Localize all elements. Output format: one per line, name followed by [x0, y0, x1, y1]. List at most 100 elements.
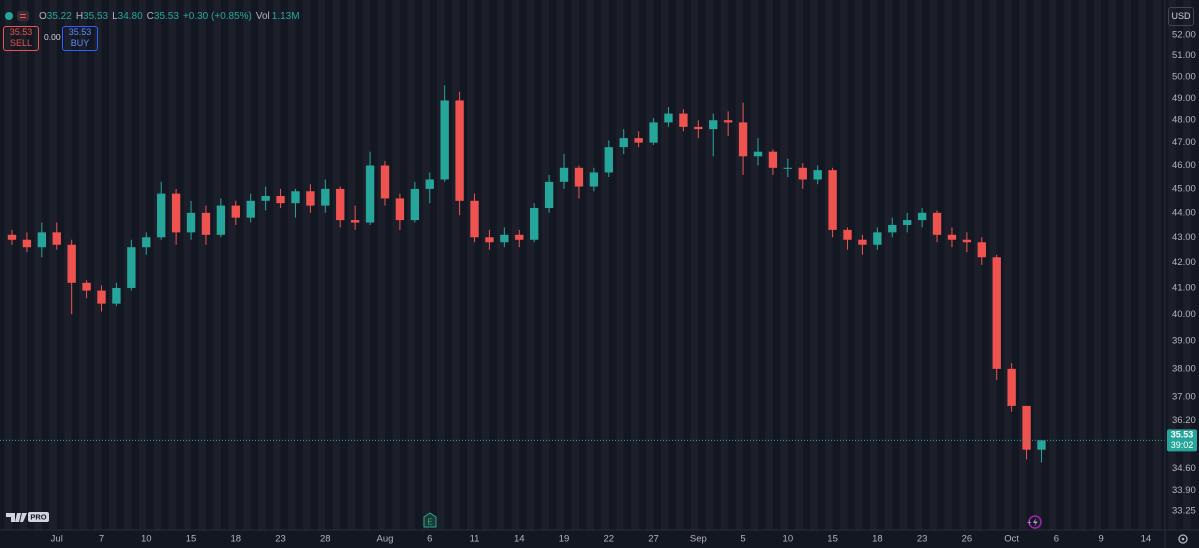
- candle-body: [321, 188, 330, 206]
- x-tick-label: Sep: [690, 534, 707, 545]
- stripe: [94, 0, 102, 530]
- x-tick-label: 19: [559, 534, 570, 545]
- candle-body: [365, 165, 375, 223]
- events-bolt[interactable]: [1033, 518, 1038, 527]
- volume: 1.13M: [271, 10, 300, 22]
- candle-body: [37, 232, 47, 248]
- stripe: [467, 0, 475, 530]
- candle-body: [97, 290, 106, 304]
- stripe: [884, 0, 893, 530]
- candle-body: [783, 167, 793, 169]
- stripe: [4, 0, 12, 530]
- currency-button[interactable]: USD: [1168, 7, 1194, 26]
- candle-body: [336, 188, 345, 221]
- x-tick-label: 10: [783, 534, 794, 545]
- stripe: [795, 0, 803, 530]
- stripe: [34, 0, 42, 530]
- earnings-label[interactable]: E: [427, 518, 432, 527]
- legend-bar: O35.22 H35.53 L34.80 C35.53 +0.30 (+0.85%) …: [5, 9, 300, 23]
- x-tick-label: 6: [1054, 534, 1059, 545]
- y-tick-label: 42.00: [1172, 257, 1196, 268]
- sell-label[interactable]: SELL: [9, 38, 33, 48]
- legend-key: O: [39, 10, 47, 22]
- legend-value: 35.22: [46, 10, 72, 22]
- stripe: [273, 0, 281, 530]
- stripe: [243, 0, 251, 530]
- stripe: [138, 0, 147, 530]
- stripe: [571, 0, 579, 530]
- stripe: [601, 0, 609, 530]
- x-tick-label: 6: [427, 534, 432, 545]
- stripe: [1153, 0, 1161, 530]
- stripe: [317, 0, 326, 530]
- candle-body: [306, 191, 315, 206]
- candle-body: [530, 207, 539, 240]
- legend-value: 34.80: [117, 10, 143, 22]
- stripe: [1123, 0, 1131, 530]
- settings-button[interactable]: [1178, 534, 1188, 544]
- candle-body: [22, 239, 32, 248]
- stripe: [854, 0, 863, 530]
- y-tick-label: 43.00: [1172, 232, 1196, 243]
- x-tick-label: 18: [872, 534, 883, 545]
- buy-price[interactable]: 35.53: [68, 27, 92, 37]
- x-tick-label: Jul: [51, 534, 63, 545]
- candle-body: [738, 122, 748, 157]
- stripe: [899, 0, 908, 530]
- sell-button[interactable]: 35.53 SELL: [3, 26, 39, 51]
- candle-body: [649, 122, 658, 143]
- candle-body: [664, 113, 673, 123]
- y-tick-label: 51.00: [1172, 50, 1196, 61]
- plot: [0, 85, 1165, 463]
- buy-label[interactable]: BUY: [70, 38, 90, 48]
- events-button[interactable]: +: [1027, 515, 1042, 529]
- stripe: [213, 0, 221, 530]
- y-tick-label: 49.00: [1172, 93, 1196, 104]
- stripe: [452, 0, 460, 530]
- candle-body: [619, 138, 628, 148]
- ohlc-legend: O35.22 H35.53 L34.80 C35.53: [35, 11, 179, 22]
- stripe: [705, 0, 714, 530]
- sell-price[interactable]: 35.53: [9, 27, 33, 37]
- visibility-toggle[interactable]: [17, 11, 29, 21]
- events-plus[interactable]: +: [1027, 518, 1032, 527]
- earnings-badge[interactable]: [423, 512, 437, 528]
- x-tick-label: 15: [827, 534, 838, 545]
- candle-body: [768, 151, 778, 168]
- logo: PRO: [6, 512, 49, 522]
- candle-body: [157, 193, 166, 238]
- stripe: [556, 0, 565, 530]
- candle-body: [574, 167, 584, 187]
- settings-icon-core[interactable]: [1181, 537, 1185, 541]
- settings-icon[interactable]: [1178, 534, 1188, 544]
- status-dot: [5, 12, 13, 20]
- candle-body: [291, 191, 300, 204]
- bar-countdown: 39:02: [1171, 440, 1194, 450]
- stripe: [526, 0, 535, 530]
- x-tick-label: 28: [320, 534, 331, 545]
- stripe: [377, 0, 385, 530]
- earnings-marker[interactable]: E: [423, 512, 437, 528]
- x-tick-label: Aug: [377, 534, 394, 545]
- x-tick-label: 27: [648, 534, 659, 545]
- stripe: [49, 0, 57, 530]
- stripe: [79, 0, 87, 530]
- candle-body: [992, 257, 1001, 369]
- y-tick-label: 46.00: [1172, 160, 1196, 171]
- stripe: [1138, 0, 1146, 530]
- candle-body: [425, 179, 434, 189]
- stripe: [228, 0, 236, 530]
- stripe: [929, 0, 938, 530]
- candle-body: [888, 224, 897, 233]
- stripe: [616, 0, 624, 530]
- legend-key: C: [146, 10, 154, 22]
- x-tick-label: 14: [1141, 534, 1152, 545]
- candle-body: [694, 126, 703, 130]
- buy-button[interactable]: 35.53 BUY: [62, 26, 98, 51]
- candle-body: [261, 196, 270, 201]
- y-tick-label: 33.25: [1172, 505, 1196, 516]
- candle-body: [246, 200, 255, 218]
- candle-body: [7, 234, 17, 240]
- events-icon[interactable]: [1028, 515, 1042, 529]
- stripe: [1168, 0, 1176, 530]
